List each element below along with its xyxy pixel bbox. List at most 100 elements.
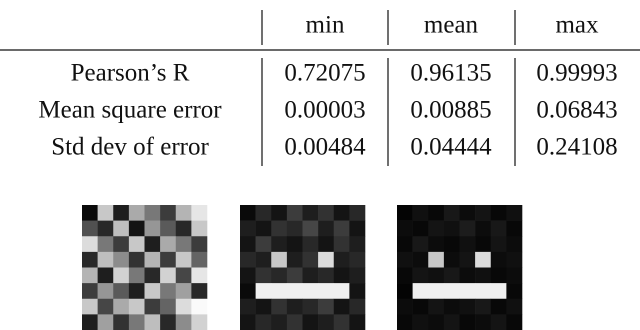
cell: 0.24108 <box>536 134 617 161</box>
column-header: mean <box>424 12 479 39</box>
pixel <box>302 314 319 330</box>
pixel <box>82 283 98 300</box>
pixel <box>459 236 476 253</box>
pixel <box>318 251 335 268</box>
pixel <box>97 205 114 221</box>
pixel <box>286 283 303 300</box>
pixel <box>97 298 114 315</box>
pixel <box>333 314 350 330</box>
pixel-images <box>82 205 523 330</box>
pixel <box>443 298 460 315</box>
row-label: Pearson’s R <box>71 60 190 87</box>
pixel <box>286 314 303 330</box>
pixel <box>349 205 366 221</box>
pixel <box>459 251 476 268</box>
pixel <box>128 314 145 330</box>
pixel <box>113 251 130 268</box>
pixel <box>443 251 460 268</box>
pixel <box>286 251 303 268</box>
pixel <box>412 220 429 237</box>
pixel <box>443 220 460 237</box>
pixel <box>333 251 350 268</box>
pixel <box>302 283 319 300</box>
cell: 0.06843 <box>536 97 617 124</box>
pixel <box>128 251 145 268</box>
pixel <box>490 314 507 330</box>
pixel <box>82 220 98 237</box>
pixel <box>97 236 114 253</box>
pixel <box>490 267 507 284</box>
pixel <box>475 314 492 330</box>
pixel <box>397 298 413 315</box>
column-header: max <box>555 12 599 39</box>
pixel <box>113 205 130 221</box>
pixel <box>175 298 192 315</box>
pixel <box>271 314 288 330</box>
row-label: Std dev of error <box>51 134 209 161</box>
pixel <box>191 267 208 284</box>
pixel <box>302 205 319 221</box>
pixel <box>459 314 476 330</box>
pixel <box>286 205 303 221</box>
pixel <box>318 314 335 330</box>
pixel <box>160 298 177 315</box>
pixel <box>191 298 208 315</box>
pixel <box>459 205 476 221</box>
pixel <box>144 298 161 315</box>
pixel <box>349 283 366 300</box>
table: min mean max Pearson’s R 0.72075 0.96135 0.999… <box>38 10 618 166</box>
pixel <box>506 205 523 221</box>
pixel <box>318 283 335 300</box>
pixel <box>255 251 272 268</box>
cell: 0.72075 <box>284 60 365 87</box>
pixel <box>428 298 445 315</box>
pixel <box>240 236 256 253</box>
pixel <box>191 251 208 268</box>
pixel <box>175 267 192 284</box>
pixel <box>333 205 350 221</box>
pixel <box>82 314 98 330</box>
pixel <box>333 267 350 284</box>
pixel <box>144 251 161 268</box>
pixel <box>459 298 476 315</box>
pixel <box>113 267 130 284</box>
pixel <box>349 220 366 237</box>
pixel <box>302 220 319 237</box>
pixel <box>286 220 303 237</box>
row-label: Mean square error <box>38 97 222 124</box>
pixel <box>160 314 177 330</box>
pixel <box>191 236 208 253</box>
pixel <box>318 205 335 221</box>
cell: 0.99993 <box>536 60 617 87</box>
pixel <box>302 251 319 268</box>
pixel <box>428 314 445 330</box>
pixel <box>397 236 413 253</box>
pixel <box>302 236 319 253</box>
pixel <box>475 220 492 237</box>
pixel <box>175 283 192 300</box>
pixel <box>412 205 429 221</box>
cell: 0.00003 <box>284 97 365 124</box>
pixel <box>349 236 366 253</box>
pixel <box>160 251 177 268</box>
pixel <box>506 283 523 300</box>
pixel <box>128 220 145 237</box>
pixel <box>240 298 256 315</box>
pixel <box>191 314 208 330</box>
pixel <box>428 267 445 284</box>
pixel <box>397 267 413 284</box>
pixel <box>271 267 288 284</box>
pixel <box>459 283 476 300</box>
pixel <box>128 267 145 284</box>
pixel <box>443 267 460 284</box>
pixel <box>318 236 335 253</box>
pixel <box>82 236 98 253</box>
pixel <box>397 283 413 300</box>
pixel <box>255 283 272 300</box>
pixel <box>490 298 507 315</box>
cell: 0.00484 <box>284 134 366 161</box>
pixel <box>82 251 98 268</box>
pixel <box>412 236 429 253</box>
pixel <box>333 298 350 315</box>
pixel <box>349 251 366 268</box>
